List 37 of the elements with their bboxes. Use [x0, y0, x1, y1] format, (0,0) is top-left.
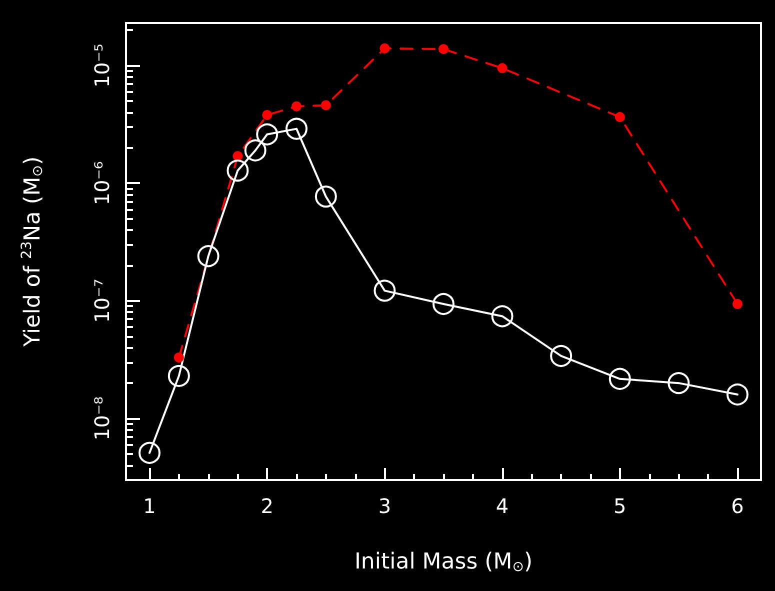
point — [292, 101, 302, 112]
x-tick-label: 1 — [143, 494, 156, 518]
x-tick-label: 6 — [731, 494, 744, 518]
y-tick-label: 10⁻⁸ — [90, 396, 114, 440]
point — [314, 186, 337, 208]
point — [226, 160, 249, 182]
point — [138, 442, 161, 464]
point — [244, 139, 266, 162]
point — [320, 100, 331, 110]
point — [197, 245, 220, 268]
point — [732, 299, 742, 309]
y-tick-label: 10⁻⁶ — [90, 161, 114, 206]
point — [232, 151, 243, 162]
y-tick-label: 10⁻⁵ — [90, 44, 114, 88]
point — [614, 112, 625, 122]
x-tick-label: 4 — [496, 494, 509, 518]
point — [497, 63, 508, 74]
point — [432, 293, 454, 315]
point — [608, 368, 631, 390]
point — [374, 280, 396, 302]
x-tick-label: 3 — [378, 494, 392, 518]
point — [380, 43, 390, 54]
point — [438, 44, 448, 54]
point — [262, 110, 272, 120]
y-tick-label: 10⁻⁷ — [90, 278, 114, 323]
point — [726, 383, 748, 406]
point — [168, 364, 190, 387]
x-tick-label: 2 — [260, 494, 274, 518]
point — [668, 372, 690, 394]
x-tick-label: 5 — [614, 494, 626, 518]
point — [256, 123, 278, 146]
point — [174, 352, 184, 362]
y-axis-title: Yield of 23Na (M⊙) — [19, 156, 46, 348]
point — [550, 344, 572, 367]
x-axis-title: Initial Mass (M⊙) — [354, 550, 533, 575]
point — [491, 305, 514, 328]
point — [286, 118, 308, 140]
